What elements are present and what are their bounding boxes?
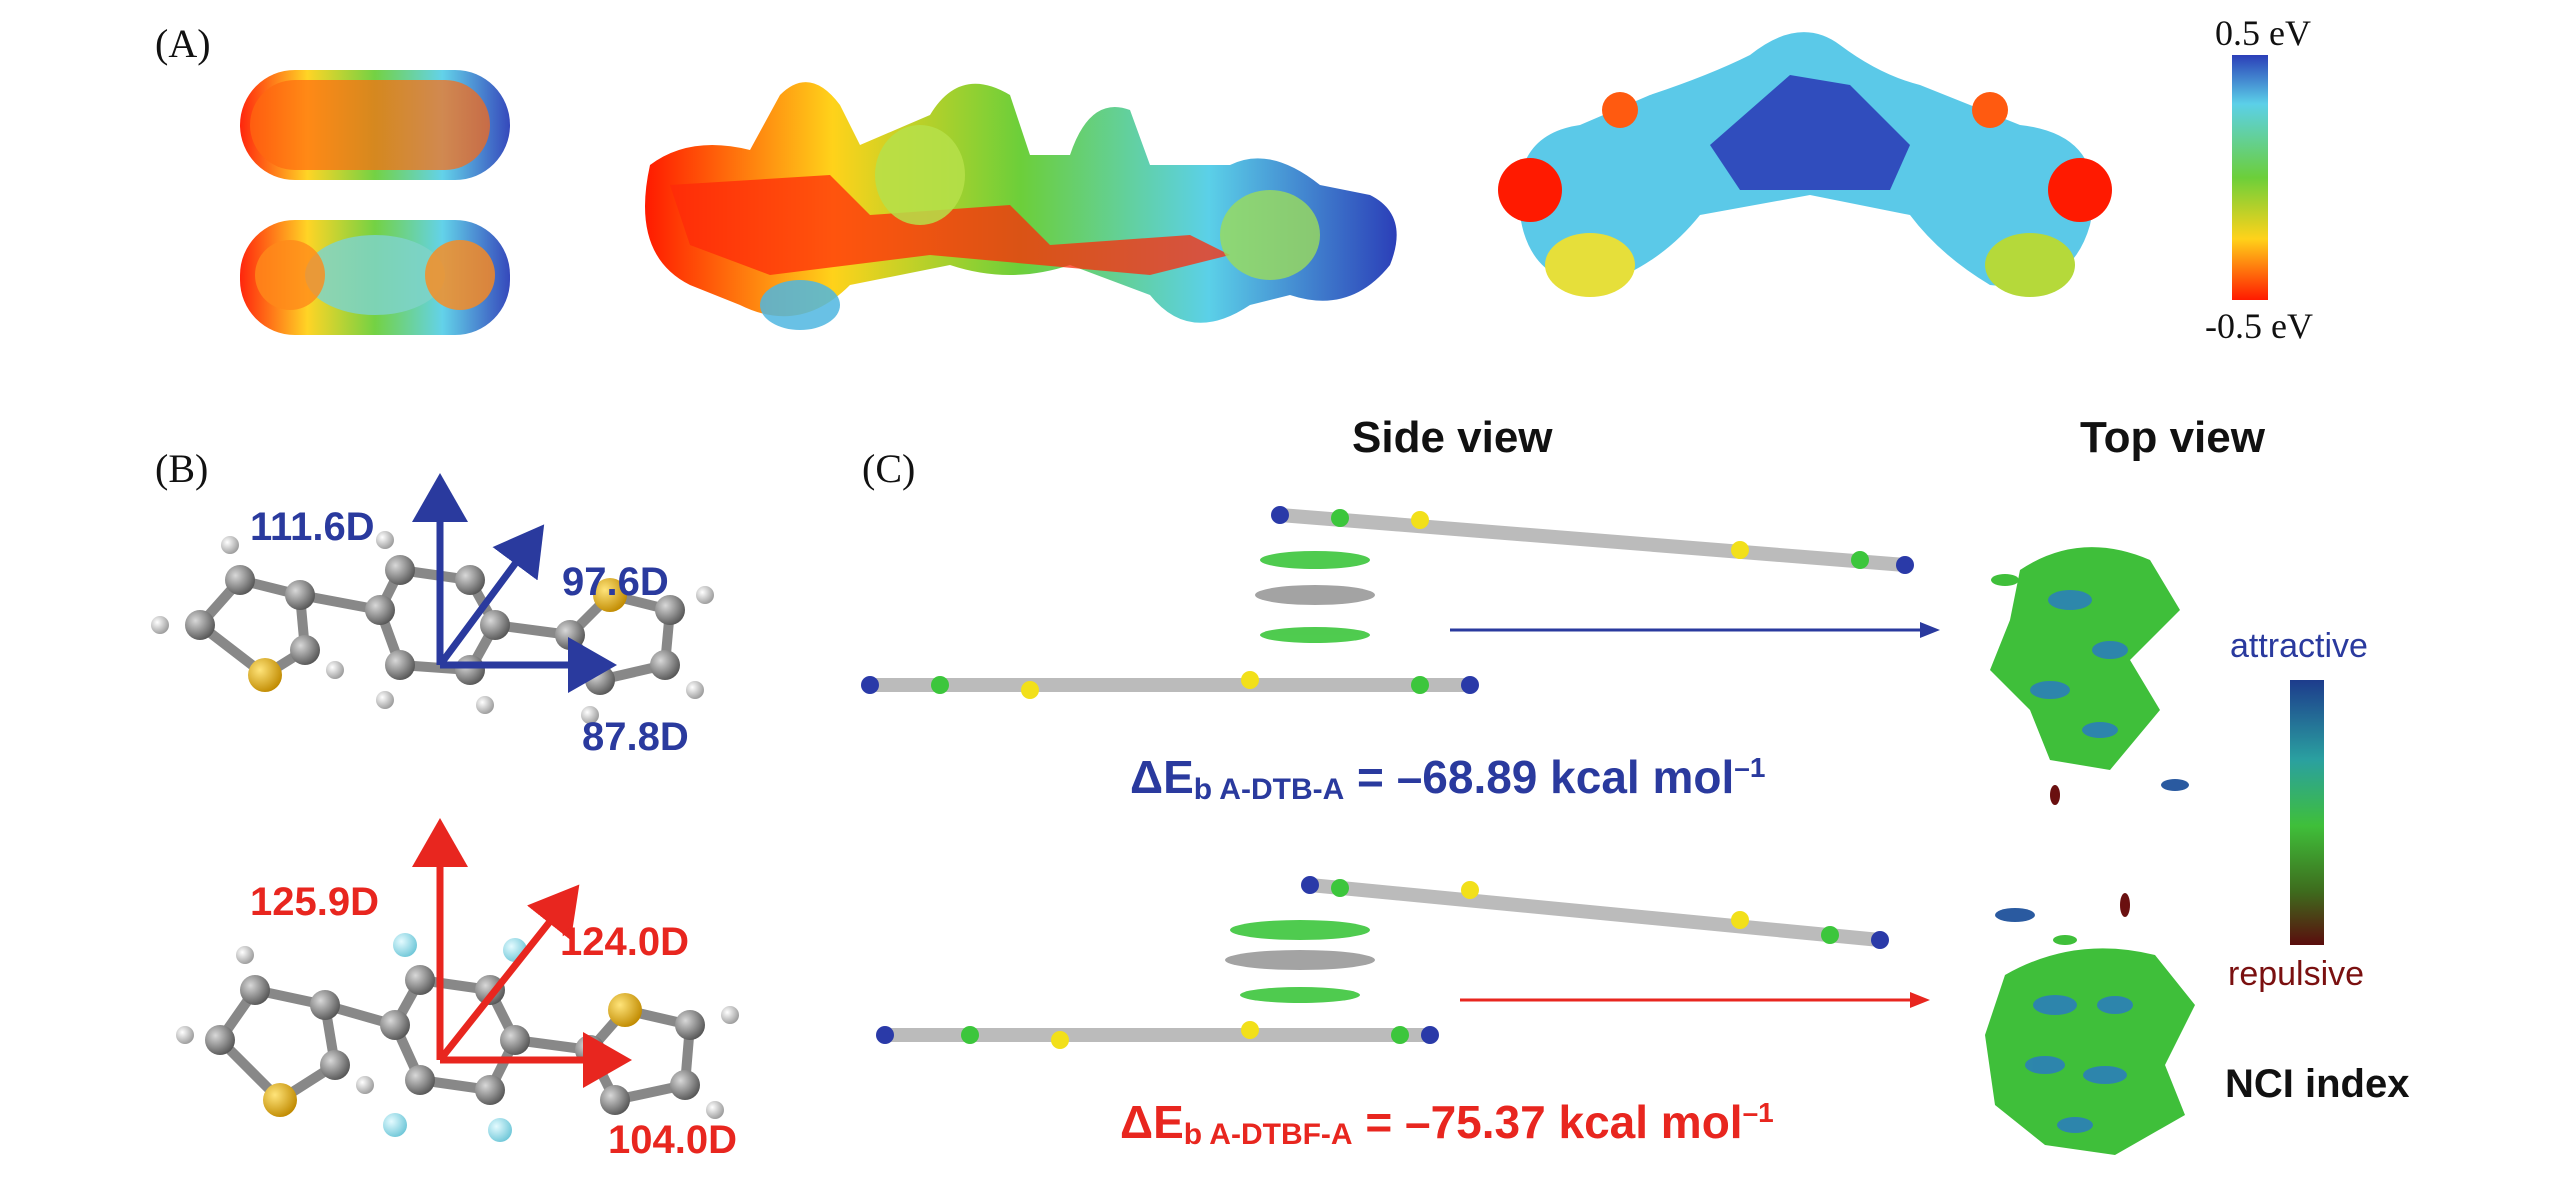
esp-colorbar <box>2232 55 2268 300</box>
dtb-molecule-diagram <box>151 473 714 724</box>
nci-colorbar <box>2290 680 2324 945</box>
esp-map-small-molecules <box>240 70 510 335</box>
esp-map-acceptor <box>1498 32 2112 297</box>
dtb-dipole-y: 97.6D <box>562 560 669 604</box>
dtbf-side-view-dimer <box>876 876 1889 1049</box>
esp-colorbar-max-label: 0.5 eV <box>2215 13 2311 53</box>
dtb-nci-top-view <box>1990 547 2189 805</box>
dtb-dipole-z: 111.6D <box>250 505 375 549</box>
dtbf-dipole-x: 104.0D <box>608 1118 737 1162</box>
panel-label-c: (C) <box>862 446 916 491</box>
nci-colorbar-bottom-label: repulsive <box>2228 955 2365 993</box>
dtb-binding-energy: ΔEb A-DTB-A = –68.89 kcal mol–1 <box>1130 751 1766 806</box>
top-view-heading: Top view <box>2080 413 2265 462</box>
nci-index-title: NCI index <box>2225 1062 2410 1106</box>
panel-label-a: (A) <box>155 21 211 66</box>
dtb-side-view-dimer <box>861 506 1914 699</box>
dtbf-connector-arrow <box>1460 992 1930 1008</box>
nci-colorbar-top-label: attractive <box>2230 627 2368 665</box>
dtb-connector-arrow <box>1450 622 1940 638</box>
esp-map-oligomer <box>645 82 1397 330</box>
side-view-heading: Side view <box>1352 413 1553 462</box>
dtbf-dipole-z: 125.9D <box>250 880 379 924</box>
dtbf-binding-energy: ΔEb A-DTBF-A = –75.37 kcal mol–1 <box>1120 1096 1774 1151</box>
dtbf-nci-top-view <box>1985 893 2195 1155</box>
dtb-dipole-x: 87.8D <box>582 715 689 759</box>
dtbf-dipole-y: 124.0D <box>560 920 689 964</box>
esp-colorbar-min-label: -0.5 eV <box>2205 306 2313 346</box>
dtbf-molecule-diagram <box>176 818 739 1142</box>
panel-label-b: (B) <box>155 446 209 491</box>
